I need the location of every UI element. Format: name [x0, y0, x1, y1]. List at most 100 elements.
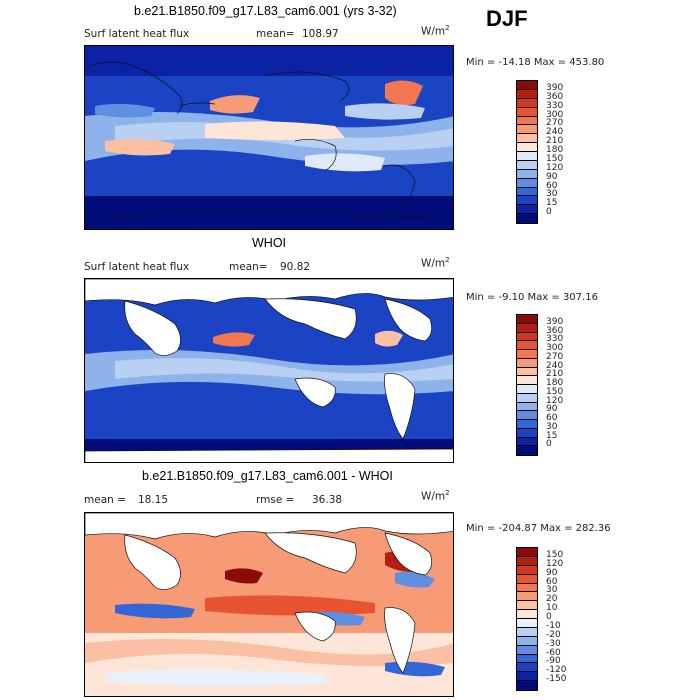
colorbar-swatch — [517, 214, 537, 223]
colorbar-swatch — [517, 81, 537, 90]
colorbar-swatch — [517, 376, 537, 385]
panel3-minmax: Min = -204.87 Max = 282.36 — [466, 523, 611, 534]
colorbar-tick-label: 150 — [546, 386, 564, 397]
panel3-colorbar — [516, 547, 538, 691]
colorbar-tick-label: 330 — [546, 100, 564, 111]
colorbar-swatch — [517, 565, 537, 575]
panel1-unit: W/m2 — [421, 24, 450, 38]
colorbar-tick-label: 15 — [546, 198, 558, 209]
colorbar-tick-label: -10 — [546, 620, 561, 631]
colorbar-tick-label: 0 — [546, 439, 552, 450]
colorbar-swatch — [517, 601, 537, 611]
colorbar-swatch — [517, 592, 537, 602]
panel2-unit: W/m2 — [421, 256, 450, 270]
colorbar-swatch — [517, 437, 537, 447]
colorbar-tick-label: 240 — [546, 127, 564, 138]
panel3-rmse-label: rmse = — [256, 494, 295, 506]
panel3-mean-label: mean = — [84, 494, 126, 506]
colorbar-swatch — [517, 205, 537, 215]
colorbar-swatch — [517, 663, 537, 673]
colorbar-swatch — [517, 152, 537, 161]
panel2-mean-label: mean= — [229, 261, 268, 273]
panel3-mean-value: 18.15 — [138, 494, 169, 506]
colorbar-tick-label: 270 — [546, 118, 564, 129]
colorbar-swatch — [517, 411, 537, 420]
colorbar-swatch — [517, 548, 537, 557]
colorbar-tick-label: 90 — [546, 404, 558, 415]
panel1-map-graphic — [85, 46, 453, 229]
colorbar-swatch — [517, 420, 537, 429]
colorbar-swatch — [517, 116, 537, 126]
colorbar-tick-label: 30 — [546, 421, 558, 432]
colorbar-swatch — [517, 323, 537, 333]
colorbar-swatch — [517, 315, 537, 324]
colorbar-swatch — [517, 428, 537, 438]
colorbar-swatch — [517, 446, 537, 455]
colorbar-tick-label: 120 — [546, 162, 564, 173]
colorbar-swatch — [517, 143, 537, 152]
panel1-colorbar — [516, 80, 538, 224]
colorbar-tick-label: 60 — [546, 180, 558, 191]
colorbar-tick-label: 210 — [546, 136, 564, 147]
colorbar-tick-label: 270 — [546, 351, 564, 362]
colorbar-tick-label: 150 — [546, 549, 564, 560]
colorbar-swatch — [517, 681, 537, 690]
colorbar-tick-label: 360 — [546, 91, 564, 102]
colorbar-tick-label: 390 — [546, 82, 564, 93]
panel1-map — [84, 45, 454, 230]
panel1-mean-label: mean= — [256, 28, 295, 40]
panel1-title: b.e21.B1850.f09_g17.L83_cam6.001 (yrs 3-… — [134, 4, 397, 18]
colorbar-tick-label: 15 — [546, 430, 558, 441]
colorbar-tick-label: 20 — [546, 594, 558, 605]
panel2-minmax: Min = -9.10 Max = 307.16 — [466, 292, 598, 303]
colorbar-tick-label: 30 — [546, 189, 558, 200]
colorbar-tick-label: 300 — [546, 343, 564, 353]
colorbar-swatch — [517, 636, 537, 646]
colorbar-tick-label: 120 — [546, 558, 564, 569]
colorbar-swatch — [517, 645, 537, 655]
colorbar-swatch — [517, 187, 537, 197]
colorbar-swatch — [517, 98, 537, 108]
panel3-map — [84, 512, 454, 697]
colorbar-swatch — [517, 619, 537, 628]
colorbar-tick-label: -120 — [546, 665, 567, 676]
colorbar-swatch — [517, 89, 537, 99]
colorbar-swatch — [517, 332, 537, 342]
panel3-unit: W/m2 — [421, 489, 450, 503]
colorbar-swatch — [517, 654, 537, 664]
colorbar-tick-label: 10 — [546, 603, 558, 614]
colorbar-tick-label: 300 — [546, 109, 564, 120]
panel2-variable-label: Surf latent heat flux — [84, 261, 190, 273]
colorbar-swatch — [517, 341, 537, 350]
colorbar-swatch — [517, 393, 537, 403]
colorbar-tick-label: 180 — [546, 378, 564, 388]
panel1-variable-label: Surf latent heat flux — [84, 28, 190, 40]
panel2-colorbar — [516, 314, 538, 456]
colorbar-tick-label: 0 — [546, 207, 552, 218]
colorbar-swatch — [517, 574, 537, 584]
colorbar-tick-label: 0 — [546, 612, 552, 622]
panel2-mean-value: 90.82 — [280, 261, 311, 273]
colorbar-tick-label: 240 — [546, 360, 564, 371]
panel2-title: WHOI — [252, 236, 287, 250]
panel1-minmax: Min = -14.18 Max = 453.80 — [466, 57, 605, 68]
colorbar-tick-label: 210 — [546, 369, 564, 380]
colorbar-tick-label: 90 — [546, 567, 558, 578]
colorbar-swatch — [517, 556, 537, 566]
panel3-map-graphic — [85, 513, 453, 696]
colorbar-tick-label: -20 — [546, 629, 561, 640]
colorbar-swatch — [517, 610, 537, 619]
colorbar-tick-label: 180 — [546, 145, 564, 155]
colorbar-swatch — [517, 672, 537, 682]
panel2-map — [84, 278, 454, 463]
colorbar-tick-label: 360 — [546, 325, 564, 336]
colorbar-swatch — [517, 107, 537, 117]
colorbar-swatch — [517, 627, 537, 637]
colorbar-tick-label: -90 — [546, 656, 561, 667]
colorbar-swatch — [517, 385, 537, 394]
panel3-rmse-value: 36.38 — [312, 494, 343, 506]
colorbar-swatch — [517, 134, 537, 144]
colorbar-tick-label: -150 — [546, 674, 567, 685]
panel1-mean-value: 108.97 — [302, 28, 339, 40]
